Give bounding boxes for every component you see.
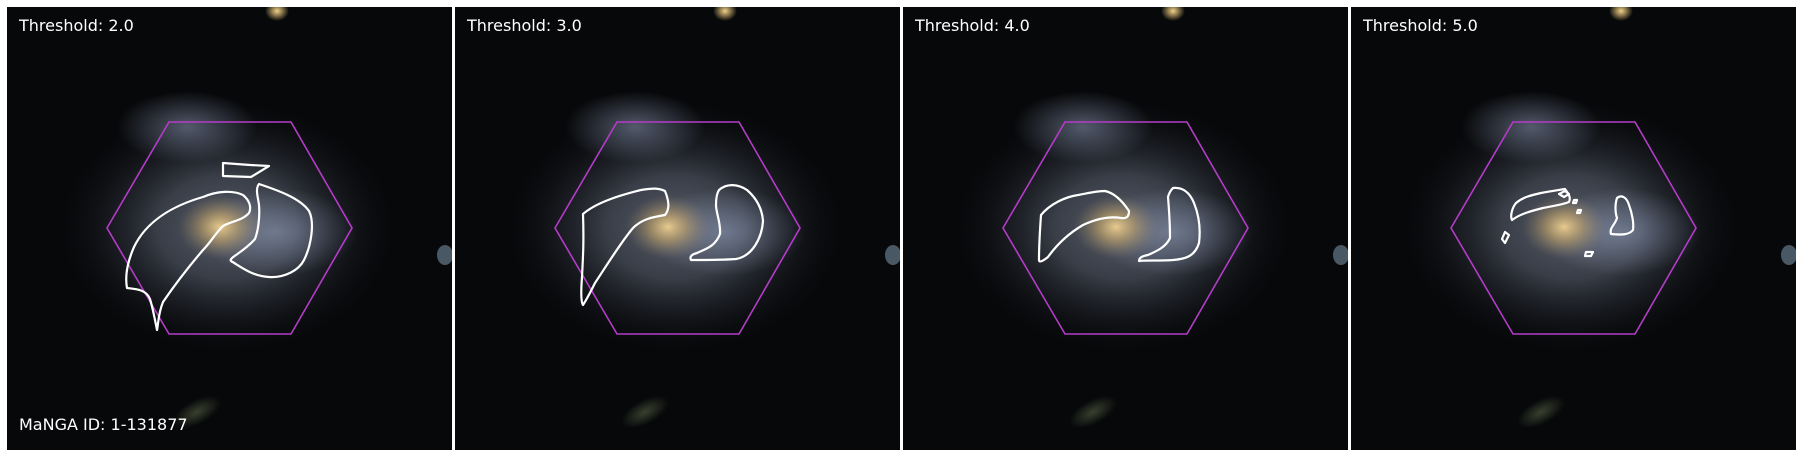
galaxy-arm-glow xyxy=(1461,91,1601,163)
galaxy-image xyxy=(455,7,900,450)
threshold-contour xyxy=(1137,186,1201,263)
galaxy-core xyxy=(1074,195,1158,259)
threshold-contour xyxy=(580,187,670,307)
threshold-contour xyxy=(125,190,252,332)
threshold-panel-2: Threshold: 3.0 xyxy=(455,7,900,450)
edge-star xyxy=(1781,245,1796,265)
threshold-contour xyxy=(1583,250,1595,258)
galaxy-core xyxy=(1522,195,1606,259)
background-galaxy xyxy=(173,395,221,429)
threshold-contour xyxy=(221,161,271,179)
galaxy-arm-glow xyxy=(565,91,705,163)
threshold-contour xyxy=(1571,198,1579,205)
foreground-star xyxy=(265,7,289,21)
background-galaxy xyxy=(1517,395,1565,429)
threshold-panel-3: Threshold: 4.0 xyxy=(903,7,1348,450)
galaxy-image xyxy=(1351,7,1796,450)
foreground-star xyxy=(1609,7,1633,21)
ifu-hexagon-footprint xyxy=(1450,121,1697,335)
galaxy-core xyxy=(178,195,262,259)
threshold-contour xyxy=(1557,189,1571,199)
threshold-contour xyxy=(1037,189,1131,263)
galaxy-arm-glow xyxy=(1013,91,1153,163)
threshold-contour xyxy=(1575,208,1583,215)
background-galaxy xyxy=(621,395,669,429)
edge-star xyxy=(885,245,900,265)
threshold-panel-4: Threshold: 5.0 xyxy=(1351,7,1796,450)
threshold-contour xyxy=(1510,187,1571,222)
galaxy-image xyxy=(903,7,1348,450)
ifu-hexagon-footprint xyxy=(106,121,353,335)
galaxy-image xyxy=(7,7,452,450)
threshold-panel-1: Threshold: 2.0 MaNGA ID: 1-131877 xyxy=(7,7,452,450)
threshold-contour xyxy=(689,184,765,262)
edge-star xyxy=(1333,245,1348,265)
threshold-contour xyxy=(1500,230,1511,245)
ifu-hexagon-footprint xyxy=(1002,121,1249,335)
edge-star xyxy=(437,245,452,265)
threshold-contour xyxy=(229,182,314,279)
galaxy-arm-glow xyxy=(117,91,257,163)
background-galaxy xyxy=(1069,395,1117,429)
galaxy-core xyxy=(626,195,710,259)
foreground-star xyxy=(713,7,737,21)
ifu-hexagon-footprint xyxy=(554,121,801,335)
foreground-star xyxy=(1161,7,1185,21)
threshold-contour xyxy=(1609,195,1635,236)
